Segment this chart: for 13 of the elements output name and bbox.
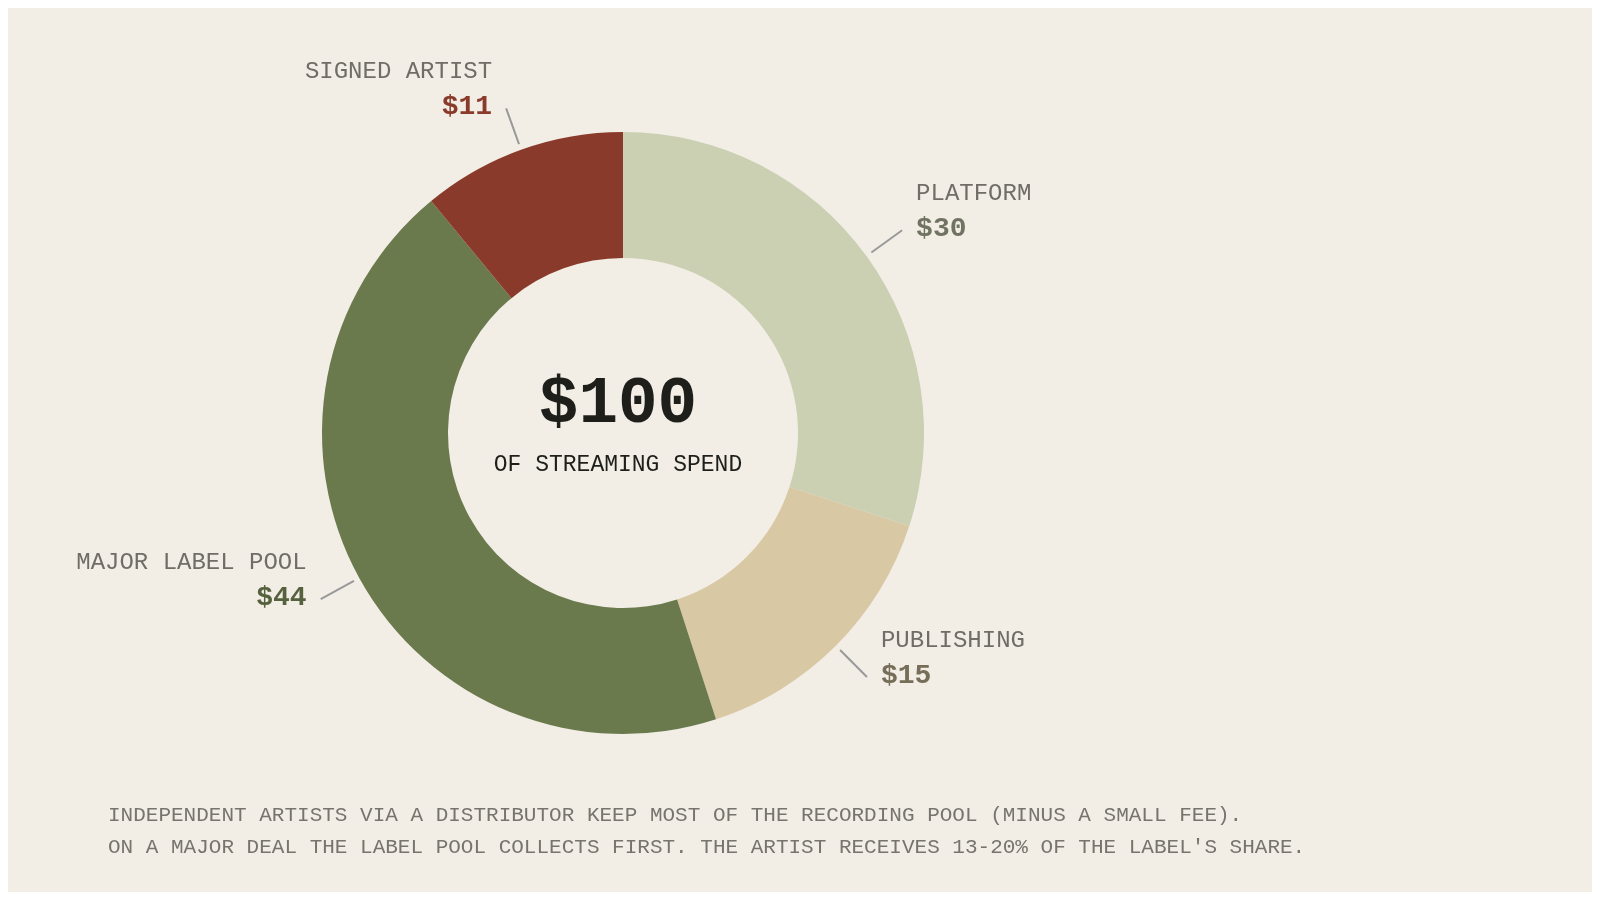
slice-label: PUBLISHING (880, 626, 1025, 654)
donut-slice (431, 132, 623, 299)
text: OF STREAMING SPEND (492, 452, 744, 478)
data-label: $15 (880, 659, 932, 691)
text: INDEPENDENT ARTISTS VIA A DISTRIBUTOR KEEP MOST OF THE RECORDING POOL (MINUS A SMALL FEE). (108, 803, 1244, 829)
slice-label: MAJOR LABEL POOL (76, 549, 307, 577)
slice-label: SIGNED ARTIST (304, 58, 493, 86)
slice-label: PLATFORM (916, 180, 1032, 208)
data-label: $11 (441, 91, 493, 123)
data-label: $30 (916, 213, 967, 245)
text: ON A MAJOR DEAL THE LABEL POOL COLLECTS FIRST. THE ARTIST RECEIVES 13-20% OF THE LABEL'S SHARE. (108, 835, 1306, 861)
data-label: $44 (256, 582, 307, 614)
text: $100 (537, 367, 699, 442)
